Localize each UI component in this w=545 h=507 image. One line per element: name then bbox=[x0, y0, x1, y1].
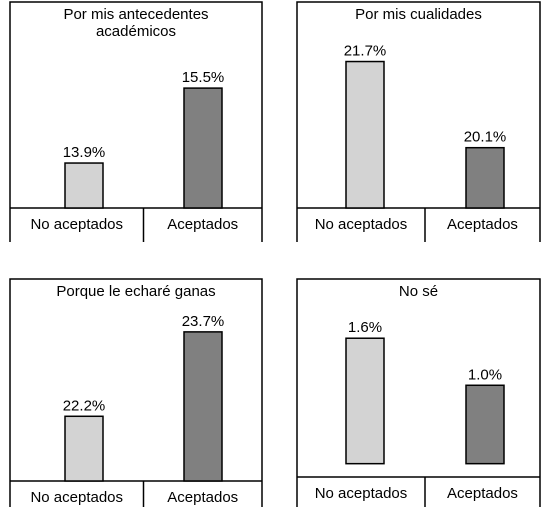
chart-title: Por mis antecedentes académicos bbox=[63, 6, 209, 40]
x-tick-label: No aceptados bbox=[315, 216, 408, 233]
x-tick-label: No aceptados bbox=[30, 216, 123, 233]
bar bbox=[64, 162, 104, 209]
panel-frame bbox=[296, 1, 541, 242]
x-tick-label: No aceptados bbox=[30, 489, 123, 506]
panel-frame bbox=[9, 278, 263, 507]
bar bbox=[345, 337, 385, 465]
x-tick-label: Aceptados bbox=[447, 216, 518, 233]
bar bbox=[183, 87, 223, 209]
x-tick-label: Aceptados bbox=[167, 216, 238, 233]
chart-title: Porque le echaré ganas bbox=[56, 283, 216, 300]
value-label: 23.7% bbox=[182, 313, 225, 330]
bar bbox=[64, 415, 104, 482]
value-label: 22.2% bbox=[63, 397, 106, 414]
value-label: 21.7% bbox=[344, 43, 387, 60]
x-tick-label: No aceptados bbox=[315, 485, 408, 502]
value-label: 20.1% bbox=[464, 129, 507, 146]
chart-title: No sé bbox=[398, 283, 439, 300]
bar bbox=[183, 331, 223, 482]
panel-frame bbox=[9, 1, 263, 242]
x-tick-label: Aceptados bbox=[167, 489, 238, 506]
chart-title: Por mis cualidades bbox=[355, 6, 482, 23]
value-label: 1.6% bbox=[348, 319, 382, 336]
bar bbox=[465, 146, 505, 209]
x-tick-label: Aceptados bbox=[447, 485, 518, 502]
bar bbox=[345, 60, 385, 209]
value-label: 15.5% bbox=[182, 69, 225, 86]
panel-frame bbox=[296, 278, 541, 507]
bar bbox=[465, 384, 505, 465]
value-label: 13.9% bbox=[63, 144, 106, 161]
value-label: 1.0% bbox=[468, 366, 502, 383]
